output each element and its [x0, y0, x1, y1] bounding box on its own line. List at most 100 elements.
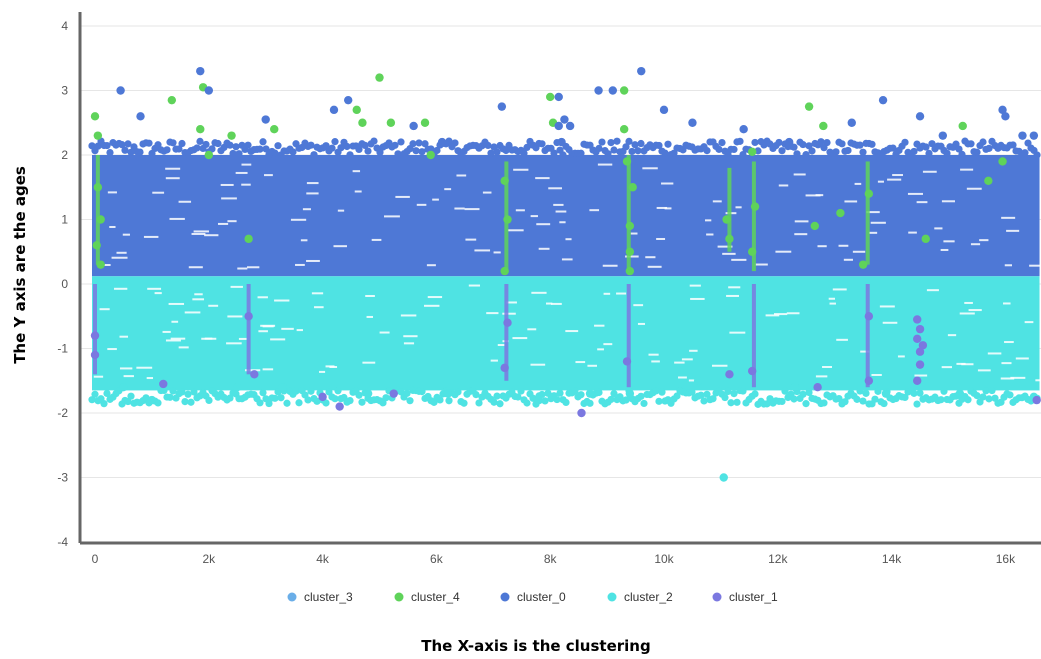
- band-gap: [162, 330, 171, 333]
- band-gap: [597, 348, 604, 351]
- cluster_0-point: [844, 146, 852, 155]
- band-gap: [122, 233, 130, 236]
- band-gap: [295, 263, 305, 266]
- cluster_4-point: [227, 131, 236, 140]
- band-gap: [854, 182, 862, 185]
- band-gap: [822, 365, 832, 368]
- cluster_4-streak: [95, 155, 100, 265]
- cluster_4-point: [96, 215, 105, 224]
- cluster_2-point: [841, 398, 849, 406]
- band-gap: [1035, 379, 1041, 382]
- band-gap: [755, 263, 768, 266]
- band-gap: [111, 256, 128, 259]
- legend-marker: [712, 592, 722, 602]
- band-gap: [107, 191, 117, 194]
- band-gap: [565, 330, 579, 333]
- legend-label: cluster_4: [411, 590, 460, 604]
- band-gap: [959, 312, 975, 315]
- cluster_0-point: [202, 140, 210, 149]
- band-gap: [238, 337, 247, 340]
- cluster_0-point: [1029, 131, 1039, 140]
- cluster_0-point: [226, 141, 234, 149]
- cluster_4-point: [358, 118, 367, 127]
- cluster_4-point: [998, 157, 1007, 166]
- cluster_2-point: [382, 394, 390, 402]
- y-tick-label: 3: [61, 84, 68, 98]
- band-gap: [651, 360, 660, 363]
- band-gap: [786, 312, 800, 315]
- cluster_4-point: [386, 118, 396, 127]
- band-gap: [513, 168, 529, 171]
- band-gap: [170, 337, 186, 340]
- cluster_2-point: [985, 395, 993, 403]
- band-gap: [987, 352, 1002, 355]
- y-tick-label: -4: [57, 535, 68, 549]
- cluster_0-point: [628, 147, 636, 156]
- cluster_0-point: [998, 105, 1007, 115]
- band-gap: [689, 349, 698, 352]
- cluster_0-point: [121, 146, 129, 154]
- band-gap: [165, 339, 181, 342]
- band-gap: [559, 221, 566, 224]
- cluster_2-point: [160, 386, 168, 395]
- band-gap: [456, 174, 467, 177]
- legend[interactable]: cluster_3 cluster_4 cluster_0 cluster_2 clus…: [287, 590, 779, 604]
- band-gap: [354, 190, 362, 193]
- band-gap: [712, 200, 722, 203]
- cluster_4-point: [196, 125, 205, 134]
- cluster_1-point: [913, 334, 922, 344]
- cluster_2-point: [358, 398, 366, 406]
- cluster_2-point: [979, 393, 987, 401]
- cluster_0-point: [322, 142, 330, 150]
- cluster_1-point: [915, 347, 925, 356]
- cluster_0-point: [775, 138, 783, 147]
- cluster_2-point: [982, 387, 990, 395]
- cluster_0-point: [355, 145, 363, 154]
- cluster_2-point: [472, 390, 480, 399]
- band-gap: [1010, 376, 1026, 379]
- cluster_2-point: [166, 393, 174, 401]
- cluster_2-point: [523, 399, 531, 407]
- legend-item-cluster_4[interactable]: cluster_4: [394, 590, 461, 604]
- legend-item-cluster_0[interactable]: cluster_0: [500, 590, 567, 604]
- band-gap: [561, 258, 573, 261]
- cluster_2-point: [271, 394, 279, 402]
- band-gap: [966, 187, 982, 190]
- cluster_2-point: [283, 399, 291, 407]
- band-gap: [204, 234, 219, 237]
- cluster_0-point: [943, 149, 951, 157]
- cluster_2-point: [577, 391, 585, 399]
- cluster_4-point: [426, 150, 435, 160]
- cluster_4-point: [858, 260, 868, 269]
- band-gap: [934, 227, 943, 230]
- cluster_0-point: [391, 141, 399, 149]
- cluster_0-point: [878, 95, 888, 105]
- band-gap: [961, 363, 974, 366]
- x-tick-label: 16k: [996, 552, 1016, 566]
- cluster_1-point: [500, 363, 509, 373]
- legend-item-cluster_2[interactable]: cluster_2: [607, 590, 674, 604]
- cluster_0-point: [610, 146, 618, 154]
- band-gap: [365, 294, 375, 297]
- density-bands: [88, 137, 1041, 408]
- band-gap: [832, 288, 847, 291]
- cluster_0-point: [106, 148, 114, 157]
- x-tick-label: 8k: [544, 552, 558, 566]
- legend-item-cluster_1[interactable]: cluster_1: [712, 590, 779, 604]
- cluster_2-point: [292, 387, 300, 395]
- band-gap: [977, 369, 991, 372]
- band-gap: [168, 302, 185, 305]
- band-gap: [146, 377, 154, 380]
- cluster_0-point: [715, 145, 723, 153]
- cluster_2-point: [700, 397, 708, 405]
- band-gap: [726, 294, 739, 297]
- legend-item-cluster_3[interactable]: cluster_3: [287, 590, 354, 604]
- cluster_0-point: [661, 149, 669, 157]
- legend-label: cluster_3: [304, 590, 353, 604]
- cluster_0-point: [1001, 112, 1010, 121]
- legend-label: cluster_0: [517, 590, 566, 604]
- cluster_0-point: [418, 148, 426, 156]
- cluster_2-point: [871, 395, 879, 403]
- band-gap: [838, 244, 849, 247]
- cluster_4-streak: [751, 161, 756, 272]
